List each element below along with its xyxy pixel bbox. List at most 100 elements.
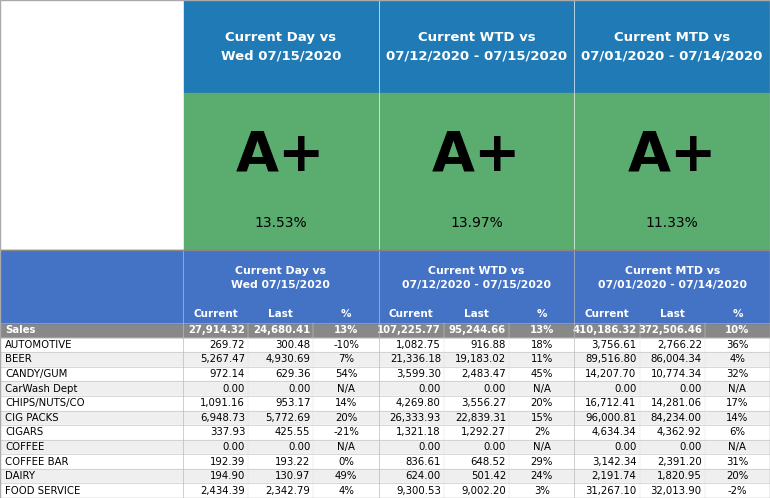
Text: Last: Last (660, 309, 685, 319)
Text: CarWash Dept: CarWash Dept (5, 383, 78, 393)
Text: 6,948.73: 6,948.73 (200, 413, 245, 423)
Text: 84,234.00: 84,234.00 (651, 413, 701, 423)
Text: 4,362.92: 4,362.92 (657, 427, 701, 437)
Text: 27,914.32: 27,914.32 (189, 325, 245, 335)
Bar (575, 0, 769, 93)
Text: 20%: 20% (531, 398, 553, 408)
Bar (0, 323, 770, 338)
Text: 0.00: 0.00 (223, 383, 245, 393)
Bar (0, 440, 770, 454)
Text: 7%: 7% (338, 355, 354, 365)
Text: 2,342.79: 2,342.79 (266, 486, 310, 496)
Bar (0, 0, 183, 250)
Text: Current WTD vs
07/12/2020 - 07/15/2020: Current WTD vs 07/12/2020 - 07/15/2020 (386, 30, 567, 63)
Text: 54%: 54% (335, 369, 357, 379)
Text: 2,434.39: 2,434.39 (200, 486, 245, 496)
Text: 107,225.77: 107,225.77 (377, 325, 441, 335)
Text: Last: Last (269, 309, 293, 319)
Text: 0.00: 0.00 (614, 383, 637, 393)
Text: Current: Current (584, 309, 629, 319)
Text: 22,839.31: 22,839.31 (455, 413, 506, 423)
Text: 11.33%: 11.33% (646, 216, 698, 230)
Text: 624.00: 624.00 (406, 471, 441, 481)
Text: 2,483.47: 2,483.47 (461, 369, 506, 379)
Text: BEER: BEER (5, 355, 32, 365)
Text: 5,772.69: 5,772.69 (265, 413, 310, 423)
Text: 2%: 2% (534, 427, 550, 437)
Text: 16,712.41: 16,712.41 (585, 398, 637, 408)
Text: %: % (537, 309, 547, 319)
Text: 300.48: 300.48 (276, 340, 310, 350)
Text: 13.53%: 13.53% (255, 216, 307, 230)
Text: 9,300.53: 9,300.53 (396, 486, 441, 496)
Text: 1,082.75: 1,082.75 (396, 340, 441, 350)
Text: 0.00: 0.00 (419, 442, 441, 452)
Text: 96,000.81: 96,000.81 (585, 413, 637, 423)
Text: 13%: 13% (334, 325, 358, 335)
Text: Current Day vs
Wed 07/15/2020: Current Day vs Wed 07/15/2020 (232, 265, 330, 289)
Text: 86,004.34: 86,004.34 (651, 355, 701, 365)
Text: 1,820.95: 1,820.95 (657, 471, 701, 481)
Text: 18%: 18% (531, 340, 553, 350)
Text: 953.17: 953.17 (275, 398, 310, 408)
Text: 0.00: 0.00 (614, 442, 637, 452)
Text: Current Day vs
Wed 07/15/2020: Current Day vs Wed 07/15/2020 (221, 30, 341, 63)
Bar (0, 338, 770, 352)
Text: 648.52: 648.52 (470, 457, 506, 467)
Text: %: % (341, 309, 351, 319)
Bar (0, 469, 770, 484)
Bar (0, 484, 770, 498)
Text: 26,333.93: 26,333.93 (390, 413, 441, 423)
Text: %: % (732, 309, 742, 319)
Text: N/A: N/A (533, 442, 551, 452)
Text: 3,756.61: 3,756.61 (591, 340, 637, 350)
Text: 10%: 10% (725, 325, 749, 335)
Text: 15%: 15% (531, 413, 553, 423)
Text: A+: A+ (628, 129, 717, 183)
Text: 10,774.34: 10,774.34 (651, 369, 701, 379)
Text: 4,930.69: 4,930.69 (266, 355, 310, 365)
Text: CANDY/GUM: CANDY/GUM (5, 369, 68, 379)
Bar (0, 352, 770, 367)
Text: 3,599.30: 3,599.30 (396, 369, 441, 379)
Text: N/A: N/A (728, 383, 746, 393)
Text: 410,186.32: 410,186.32 (572, 325, 637, 335)
Text: 2,391.20: 2,391.20 (657, 457, 701, 467)
Bar (0, 410, 770, 425)
Text: 0.00: 0.00 (484, 383, 506, 393)
Text: 194.90: 194.90 (210, 471, 245, 481)
Text: Current MTD vs
07/01/2020 - 07/14/2020: Current MTD vs 07/01/2020 - 07/14/2020 (598, 265, 747, 289)
Text: 916.88: 916.88 (470, 340, 506, 350)
Text: Sales: Sales (5, 325, 35, 335)
Text: 1,292.27: 1,292.27 (461, 427, 506, 437)
Text: -21%: -21% (333, 427, 359, 437)
Text: 0.00: 0.00 (223, 442, 245, 452)
Text: 372,506.46: 372,506.46 (638, 325, 701, 335)
Text: 425.55: 425.55 (275, 427, 310, 437)
Text: 32%: 32% (726, 369, 748, 379)
Text: 31,267.10: 31,267.10 (585, 486, 637, 496)
Text: 14%: 14% (726, 413, 748, 423)
Text: 0.00: 0.00 (679, 383, 701, 393)
Bar (0, 367, 770, 381)
Text: 20%: 20% (335, 413, 357, 423)
Text: 21,336.18: 21,336.18 (390, 355, 441, 365)
Text: 501.42: 501.42 (471, 471, 506, 481)
Bar (380, 0, 574, 93)
Text: 2,766.22: 2,766.22 (657, 340, 701, 350)
Text: 6%: 6% (729, 427, 745, 437)
Text: -10%: -10% (333, 340, 359, 350)
Text: 4%: 4% (729, 355, 745, 365)
Text: 2,191.74: 2,191.74 (591, 471, 637, 481)
Bar (184, 93, 377, 250)
Text: A+: A+ (432, 129, 521, 183)
Text: CIGARS: CIGARS (5, 427, 43, 437)
Text: 0%: 0% (338, 457, 354, 467)
Text: 20%: 20% (726, 471, 748, 481)
Text: 32,013.90: 32,013.90 (651, 486, 701, 496)
Text: 4,269.80: 4,269.80 (396, 398, 441, 408)
Text: 14,281.06: 14,281.06 (651, 398, 701, 408)
Text: 3%: 3% (534, 486, 550, 496)
Text: N/A: N/A (337, 383, 355, 393)
Text: 0.00: 0.00 (419, 383, 441, 393)
